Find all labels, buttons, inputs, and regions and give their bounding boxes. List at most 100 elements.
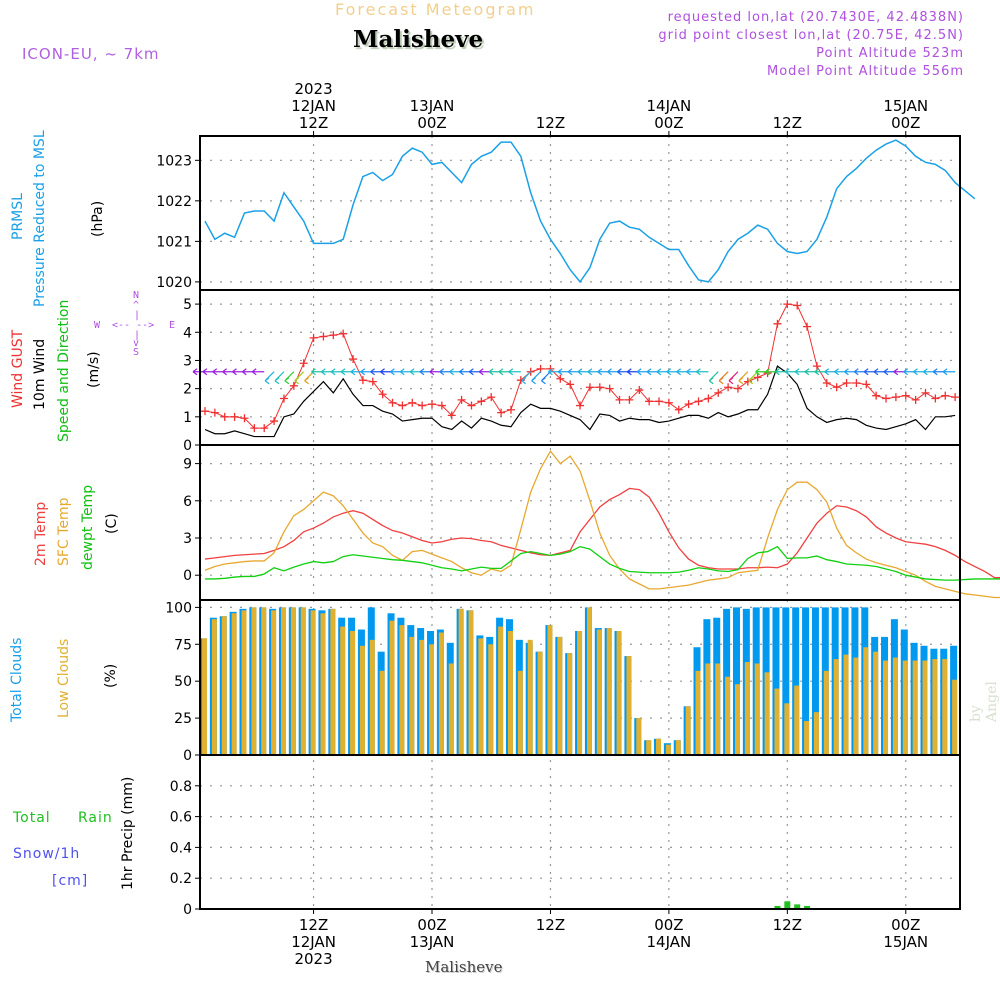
low-clouds-bar bbox=[656, 738, 662, 755]
gust-marker bbox=[388, 398, 397, 407]
low-clouds-bar bbox=[330, 608, 336, 755]
compass-n: N bbox=[133, 290, 140, 301]
rain-bar bbox=[804, 905, 811, 909]
gust-marker bbox=[773, 319, 782, 328]
low-clouds-bar bbox=[448, 663, 454, 755]
gust-marker bbox=[349, 355, 358, 364]
gust-marker bbox=[319, 332, 328, 341]
gust-marker bbox=[418, 401, 427, 410]
y-tick-label: 100 bbox=[165, 600, 192, 616]
low-clouds-bar bbox=[764, 672, 770, 755]
gust-marker bbox=[911, 395, 920, 404]
low-clouds-bar bbox=[715, 663, 721, 755]
gust-marker bbox=[585, 383, 594, 392]
top-time-label: 00Z bbox=[417, 114, 446, 132]
y-tick-label: 5 bbox=[183, 297, 192, 313]
snow-label: Snow/1h bbox=[13, 846, 81, 862]
y-tick-label: 3 bbox=[183, 531, 192, 547]
low-clouds-bar bbox=[754, 663, 760, 755]
requested-coords: requested lon,lat (20.7430E, 42.4838N) bbox=[667, 10, 964, 25]
gust-marker bbox=[842, 379, 851, 387]
gust-marker bbox=[289, 381, 298, 390]
rain-bar bbox=[784, 901, 791, 909]
wind-direction-arrow bbox=[718, 371, 729, 385]
gust-marker bbox=[506, 405, 515, 414]
rain-bar bbox=[774, 905, 781, 909]
bottom-time-label: 15JAN bbox=[883, 933, 928, 951]
gust-marker bbox=[279, 394, 288, 403]
low-clouds-bar bbox=[774, 688, 780, 755]
low-clouds-bar bbox=[616, 631, 622, 755]
low-clouds-bar bbox=[833, 659, 839, 755]
top-time-label: 00Z bbox=[654, 114, 683, 132]
bottom-time-label: 12Z bbox=[299, 916, 328, 934]
top-time-label: 12JAN bbox=[291, 97, 336, 115]
gust-marker bbox=[437, 401, 446, 410]
top-time-label: 15JAN bbox=[883, 97, 928, 115]
gust-marker bbox=[368, 377, 377, 386]
gust-marker bbox=[329, 331, 338, 340]
y-tick-label: 1 bbox=[183, 410, 192, 426]
y-tick-label: 0 bbox=[183, 902, 192, 918]
bottom-time-label: 00Z bbox=[417, 916, 446, 934]
gust-marker bbox=[210, 408, 219, 417]
low-clouds-bar bbox=[340, 626, 346, 755]
low-clouds-bar bbox=[853, 657, 859, 755]
low-clouds-bar bbox=[892, 657, 898, 755]
gust-marker bbox=[684, 400, 693, 409]
total-clouds-bar bbox=[811, 607, 819, 755]
low-clouds-bar bbox=[922, 660, 928, 755]
y-tick-label: 6 bbox=[183, 494, 192, 510]
y-tick-label: 0.2 bbox=[170, 871, 192, 887]
top-time-label: 14JAN bbox=[647, 97, 692, 115]
low-clouds-bar bbox=[952, 679, 958, 755]
total-clouds-bar bbox=[732, 607, 740, 755]
low-clouds-bar bbox=[695, 670, 701, 755]
gust-marker bbox=[428, 400, 437, 409]
low-clouds-bar bbox=[261, 607, 267, 755]
bottom-time-label: 13JAN bbox=[410, 933, 455, 951]
bottom-time-label: 14JAN bbox=[647, 933, 692, 951]
gust-marker bbox=[645, 397, 654, 406]
gust-marker bbox=[536, 364, 545, 373]
y-tick-label: 1021 bbox=[156, 234, 192, 250]
low-clouds-bar bbox=[596, 629, 602, 755]
wind-direction-arrow bbox=[251, 368, 265, 376]
gust-marker bbox=[724, 383, 733, 392]
top-time-label: 12Z bbox=[299, 114, 328, 132]
gust-marker bbox=[230, 412, 239, 421]
low-clouds-bar bbox=[231, 613, 237, 755]
low-clouds-bar bbox=[804, 721, 810, 755]
low-clouds-bar bbox=[794, 685, 800, 755]
gust-marker bbox=[931, 394, 940, 403]
low-clouds-bar bbox=[823, 670, 829, 755]
gust-marker bbox=[260, 424, 269, 433]
y-tick-label: 0.6 bbox=[170, 810, 192, 826]
low-clouds-bar bbox=[744, 662, 750, 755]
gust-marker bbox=[477, 397, 486, 406]
footer-station: Malisheve bbox=[425, 958, 503, 976]
gust-marker bbox=[605, 384, 614, 393]
wind-direction-arrow bbox=[304, 371, 314, 385]
gust-marker bbox=[516, 376, 525, 385]
bottom-time-label: 12JAN bbox=[291, 933, 336, 951]
gust-marker bbox=[378, 390, 387, 399]
y-tick-label: 1022 bbox=[156, 194, 192, 210]
gust-marker bbox=[447, 411, 456, 420]
low-clouds-bar bbox=[606, 628, 612, 755]
low-clouds-bar bbox=[221, 616, 227, 755]
y-tick-label: 0.8 bbox=[170, 779, 192, 795]
gust-marker bbox=[951, 393, 960, 402]
station-title: Malisheve bbox=[353, 26, 484, 53]
wind-direction-arrow bbox=[942, 368, 956, 376]
wind-direction-arrow bbox=[531, 371, 542, 385]
low-clouds-bar bbox=[883, 660, 889, 755]
gust-marker bbox=[822, 379, 831, 387]
credit-watermark: by Angel bbox=[968, 681, 1000, 722]
compass-w: W bbox=[94, 320, 101, 331]
low-clouds-bar bbox=[498, 626, 504, 755]
gust-marker bbox=[793, 301, 802, 310]
low-clouds-bar bbox=[873, 651, 879, 755]
low-clouds-bar bbox=[705, 663, 711, 755]
